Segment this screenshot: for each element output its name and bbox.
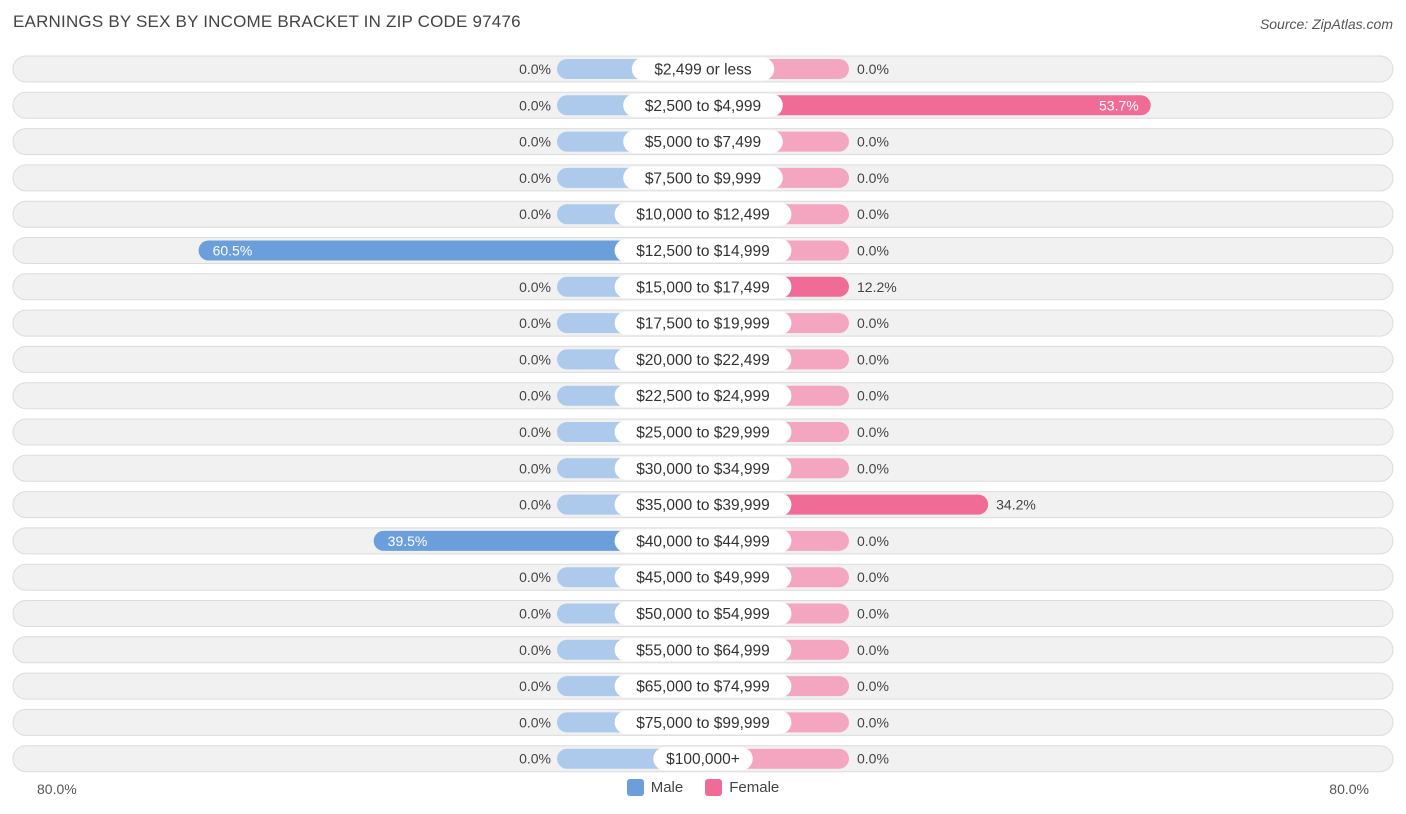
female-value-label: 0.0% [857,678,889,694]
female-value-label: 0.0% [857,606,889,622]
female-value-label: 0.0% [857,315,889,331]
category-label: $15,000 to $17,499 [636,279,770,296]
female-value-label: 0.0% [857,460,889,476]
source-label: Source: ZipAtlas.com [1259,16,1393,32]
female-value-label: 0.0% [857,533,889,549]
legend-label-male: Male [650,779,684,796]
male-value-label: 60.5% [213,243,253,259]
category-label: $12,500 to $14,999 [636,243,770,260]
female-value-label: 53.7% [1099,97,1139,113]
female-value-label: 0.0% [857,388,889,404]
legend-item-male[interactable]: Male [626,779,684,796]
male-value-label: 0.0% [519,424,551,440]
category-label-bg [614,311,792,335]
category-label-bg [653,747,753,771]
male-value-label: 0.0% [519,751,551,767]
chart-svg: $2,499 or less 0.0% 0.0% $2,500 to $4,999 0.… [12,55,1394,773]
legend-label-female: Female [729,779,780,796]
category-label-bg [614,565,792,589]
category-label: $65,000 to $74,999 [636,679,770,696]
female-value-label: 0.0% [857,642,889,658]
male-value-label: 0.0% [519,606,551,622]
female-value-label: 0.0% [857,351,889,367]
category-label-bg [614,493,792,517]
category-label: $2,500 to $4,999 [645,98,761,115]
male-value-label: 0.0% [519,206,551,222]
category-label-bg [614,602,792,625]
category-label-bg [614,710,792,734]
category-label-bg [614,347,792,371]
category-label-bg [614,674,792,698]
category-label-bg [623,130,783,154]
category-label-bg [614,275,792,299]
male-value-label: 0.0% [519,678,551,694]
category-label: $40,000 to $44,999 [636,533,770,550]
category-label: $10,000 to $12,499 [636,207,770,224]
female-value-label: 0.0% [857,424,889,440]
female-value-label: 34.2% [996,497,1036,513]
male-value-label: 0.0% [519,97,551,113]
female-value-label: 0.0% [857,751,889,767]
female-value-label: 0.0% [857,569,889,585]
male-value-label: 0.0% [519,497,551,513]
female-value-label: 0.0% [857,714,889,730]
category-label: $100,000+ [666,751,740,768]
category-label: $75,000 to $99,999 [636,715,770,732]
axis-left-label: 80.0% [37,781,77,797]
category-label: $2,499 or less [654,62,752,79]
category-label-bg [614,456,792,480]
category-label-bg [614,239,792,262]
category-label-bg [614,202,792,226]
legend-item-female[interactable]: Female [705,779,779,796]
male-value-label: 39.5% [388,533,428,549]
female-value-label: 0.0% [857,134,889,150]
axis-right-label: 80.0% [1329,781,1369,797]
male-value-label: 0.0% [519,569,551,585]
male-value-label: 0.0% [519,714,551,730]
category-label: $5,000 to $7,499 [645,134,761,151]
category-label: $35,000 to $39,999 [636,497,770,514]
category-label: $30,000 to $34,999 [636,461,770,478]
category-label-bg [631,57,775,81]
legend-swatch-male [626,779,644,796]
category-label: $45,000 to $49,999 [636,570,770,587]
male-value-label: 0.0% [519,279,551,295]
category-label-bg [623,166,783,190]
female-value-label: 0.0% [857,61,889,77]
category-label: $17,500 to $19,999 [636,316,770,333]
legend-swatch-female [705,779,723,796]
category-label-bg [614,638,792,662]
male-value-label: 0.0% [519,134,551,150]
male-value-label: 0.0% [519,351,551,367]
male-value-label: 0.0% [519,61,551,77]
male-value-label: 0.0% [519,388,551,404]
legend: Male Female [0,779,1406,796]
category-label-bg [614,384,792,408]
female-bar [703,95,1151,116]
male-bar [198,240,704,261]
category-label: $7,500 to $9,999 [645,170,761,187]
male-value-label: 0.0% [519,315,551,331]
female-value-label: 0.0% [857,243,889,259]
category-label: $50,000 to $54,999 [636,606,770,623]
male-value-label: 0.0% [519,170,551,186]
chart-title: EARNINGS BY SEX BY INCOME BRACKET IN ZIP… [13,12,521,31]
category-label: $20,000 to $22,499 [636,352,770,369]
male-value-label: 0.0% [519,642,551,658]
female-value-label: 0.0% [857,206,889,222]
category-label: $22,500 to $24,999 [636,388,770,405]
female-value-label: 0.0% [857,170,889,186]
category-label: $55,000 to $64,999 [636,642,770,659]
category-label: $25,000 to $29,999 [636,425,770,442]
female-value-label: 12.2% [857,279,897,295]
male-value-label: 0.0% [519,460,551,476]
category-label-bg [623,93,783,117]
category-label-bg [614,529,792,553]
category-label-bg [614,420,792,444]
